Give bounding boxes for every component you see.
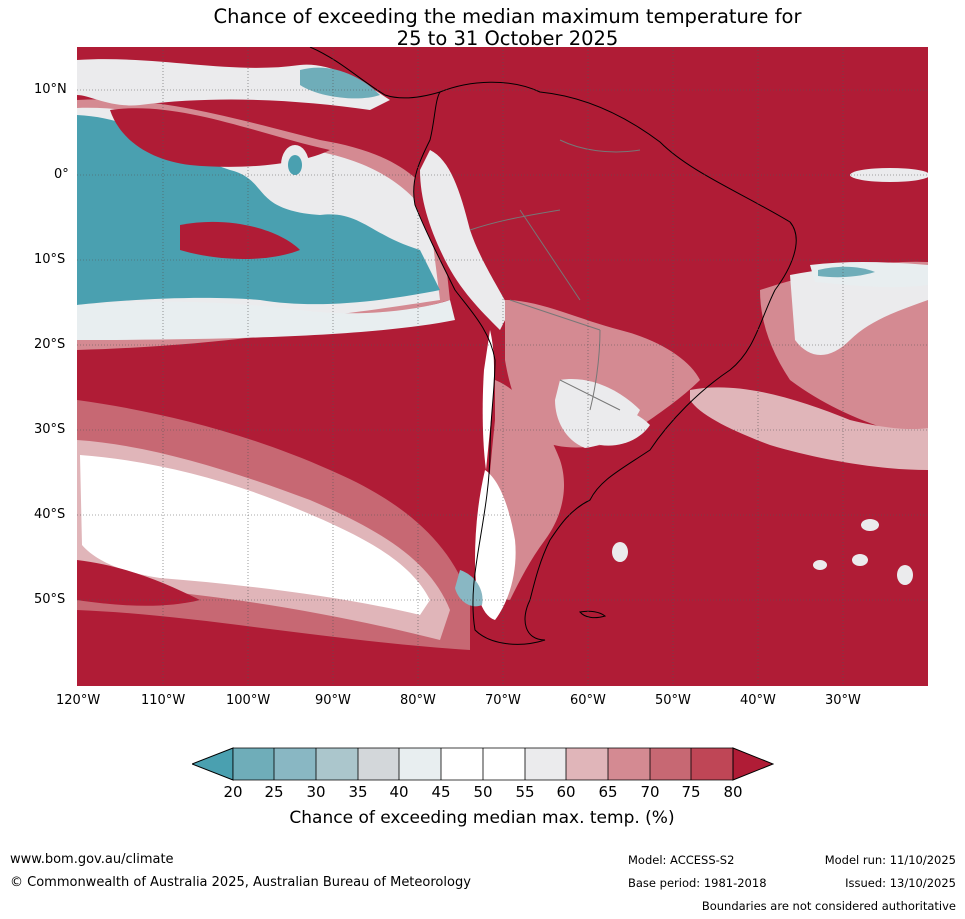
- atlantic-small-patch-1: [612, 542, 628, 562]
- lon-label-40w: 40°W: [740, 693, 776, 708]
- atlantic-small-patch-5: [813, 560, 827, 570]
- lon-label-30w: 30°W: [825, 693, 861, 708]
- footer-website-link[interactable]: www.bom.gov.au/climate: [10, 852, 174, 867]
- pacific-cool-tongue: [77, 115, 440, 305]
- atlantic-small-patch-4: [897, 565, 913, 585]
- colorbar-low-arrow: [192, 747, 234, 781]
- lon-label-70w: 70°W: [485, 693, 521, 708]
- lon-label-80w: 80°W: [400, 693, 436, 708]
- south-atlantic-near-normal-zone: [790, 266, 928, 355]
- colorbar-swatch-45-50: [441, 748, 483, 780]
- colorbar-dividers: [232, 747, 734, 781]
- footer-base-period: Base period: 1981-2018: [628, 876, 767, 890]
- lat-label-0: 0°: [54, 167, 69, 182]
- south-america-coastline: [413, 81, 797, 645]
- colorbar-swatch-75-80: [691, 748, 733, 780]
- colorbar-tick-25: 25: [264, 783, 284, 801]
- map-title-line-2: 25 to 31 October 2025: [396, 27, 619, 50]
- uruguay-near-normal-zone: [585, 406, 650, 446]
- caribbean-cool-patch: [300, 67, 380, 99]
- colorbar-swatch-20-25: [233, 748, 274, 780]
- central-america-coastline: [309, 47, 441, 99]
- bolivia-paraguay-moderate-zone: [505, 300, 700, 448]
- lat-label-10s: 10°S: [34, 252, 66, 267]
- colorbar-swatch-65-70: [608, 748, 650, 780]
- southeast-pacific-neutral-zone: [80, 455, 430, 615]
- pacific-whitish-patch: [77, 300, 455, 340]
- footer-disclaimer: Boundaries are not considered authoritat…: [701, 899, 956, 913]
- colorbar-swatch-40-45: [399, 748, 441, 780]
- lat-label-20s: 20°S: [34, 337, 66, 352]
- andes-near-normal: [420, 150, 510, 330]
- colorbar-tick-70: 70: [640, 783, 660, 801]
- chile-coast-neutral-strip: [482, 330, 495, 470]
- map-title-line-1: Chance of exceeding the median maximum t…: [213, 5, 802, 28]
- colorbar-tick-20: 20: [223, 783, 243, 801]
- colorbar-label: Chance of exceeding median max. temp. (%…: [289, 808, 675, 828]
- colorbar-swatch-35-40: [358, 748, 399, 780]
- colorbar-tick-40: 40: [389, 783, 409, 801]
- lon-label-90w: 90°W: [315, 693, 351, 708]
- colorbar-tick-35: 35: [348, 783, 368, 801]
- galapagos-cool-spot: [288, 155, 302, 175]
- colorbar-tick-65: 65: [598, 783, 618, 801]
- footer-copyright: © Commonwealth of Australia 2025, Austra…: [10, 875, 471, 890]
- colorbar-tick-80: 80: [723, 783, 743, 801]
- colorbar-swatch-60-65: [566, 748, 608, 780]
- lon-label-60w: 60°W: [570, 693, 606, 708]
- colorbar-swatch-55-60: [525, 748, 566, 780]
- colorbar-swatch-70-75: [650, 748, 691, 780]
- lat-label-10n: 10°N: [34, 82, 67, 97]
- colorbar-tick-30: 30: [306, 783, 326, 801]
- colorbar-swatch-50-55: [483, 748, 525, 780]
- map-gridlines: [77, 47, 928, 686]
- footer-model: Model: ACCESS-S2: [628, 853, 735, 867]
- equatorial-atlantic-patch: [850, 168, 928, 182]
- colorbar-tick-75: 75: [681, 783, 701, 801]
- lat-label-30s: 30°S: [34, 422, 66, 437]
- colorbar-tick-60: 60: [556, 783, 576, 801]
- colorbar-swatch-25-30: [274, 748, 316, 780]
- falkland-islands: [579, 610, 607, 619]
- southern-ocean-warm-band: [77, 610, 470, 686]
- probability-map: [77, 47, 928, 686]
- atlantic-small-patch-2: [861, 519, 879, 531]
- south-atlantic-cool-streak: [818, 266, 875, 278]
- lon-label-100w: 100°W: [226, 693, 271, 708]
- southeast-pacific-warm-blob: [77, 560, 200, 606]
- lat-label-50s: 50°S: [34, 592, 66, 607]
- country-boundaries: [469, 139, 641, 411]
- footer-model-run: Model run: 11/10/2025: [824, 853, 956, 867]
- probability-colorbar: [192, 747, 774, 781]
- colorbar-high-arrow: [732, 747, 774, 781]
- colorbar-tick-45: 45: [431, 783, 451, 801]
- lat-label-40s: 40°S: [34, 507, 66, 522]
- lon-label-120w: 120°W: [56, 693, 101, 708]
- lon-label-50w: 50°W: [655, 693, 691, 708]
- pacific-warm-band: [110, 108, 330, 167]
- lon-label-110w: 110°W: [141, 693, 186, 708]
- southern-chile-cool-patch: [455, 570, 483, 607]
- colorbar-tick-55: 55: [515, 783, 535, 801]
- pacific-warm-band-2: [180, 221, 300, 259]
- pacific-cool-spot-1: [90, 206, 114, 218]
- colorbar-swatch-30-35: [316, 748, 358, 780]
- south-atlantic-lower-band: [690, 387, 928, 470]
- colorbar-tick-50: 50: [473, 783, 493, 801]
- atlantic-small-patch-3: [852, 554, 868, 566]
- footer-issued: Issued: 13/10/2025: [845, 876, 956, 890]
